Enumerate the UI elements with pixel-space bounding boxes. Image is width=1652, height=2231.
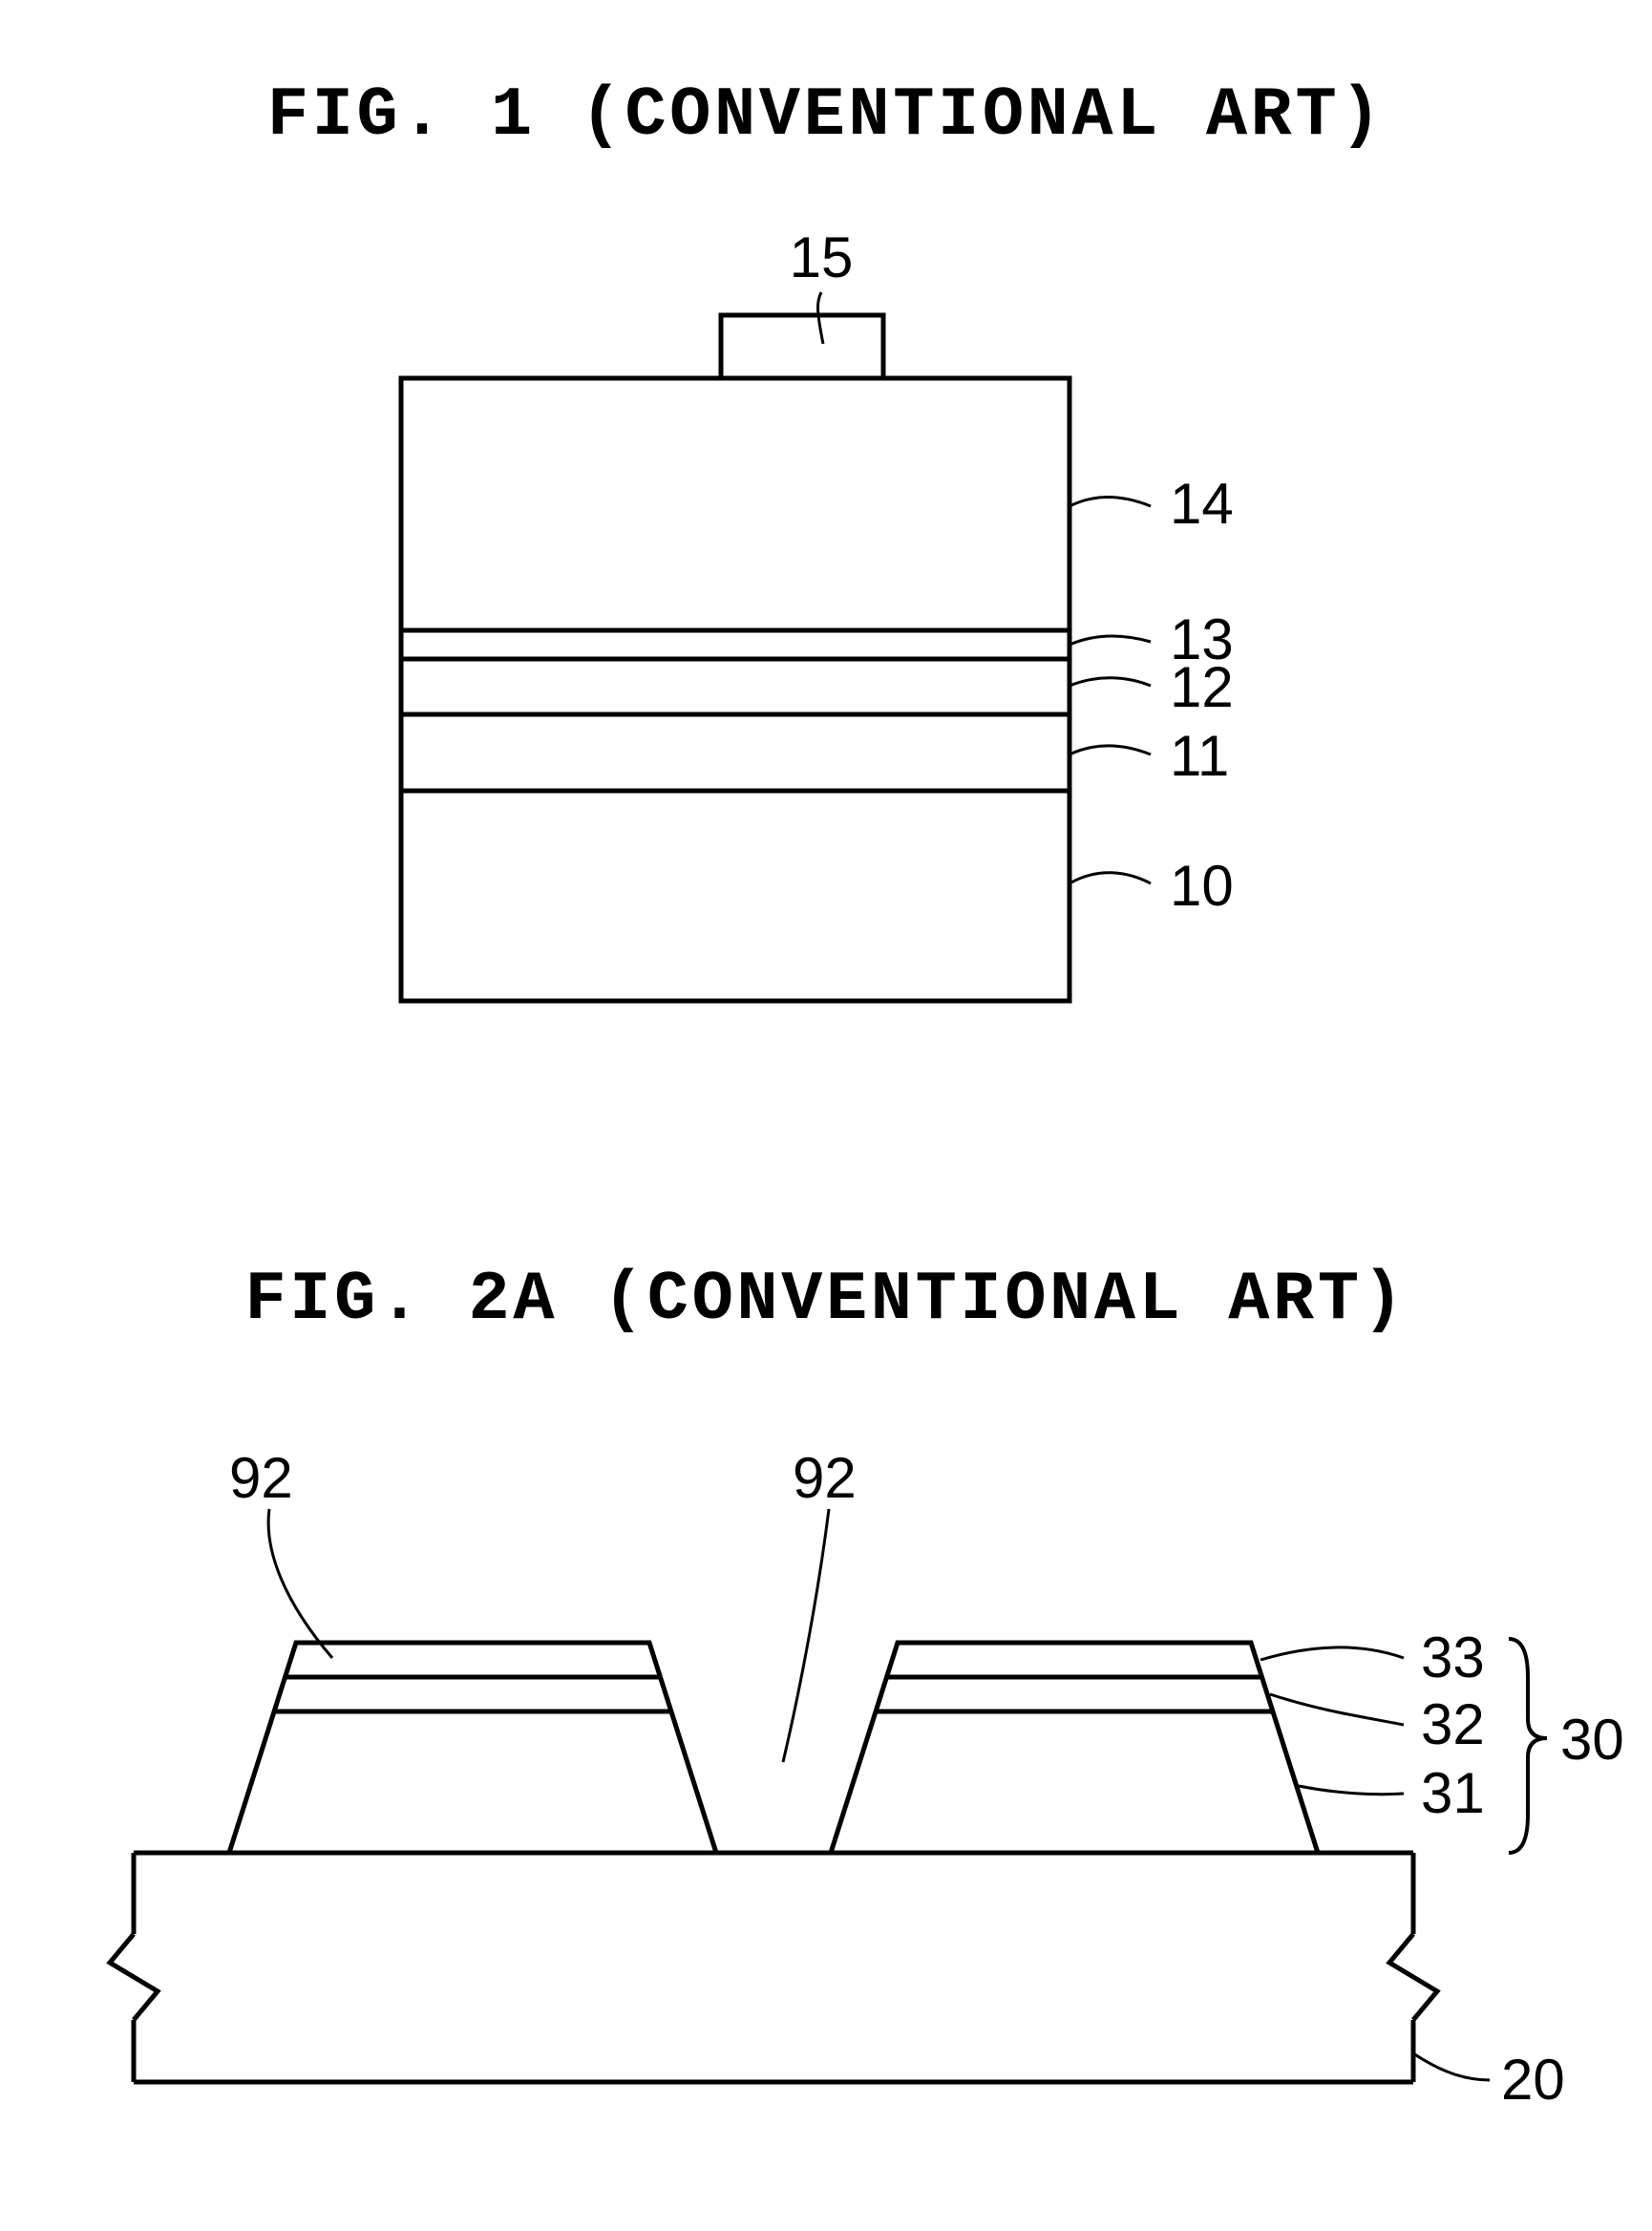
fig2a-label-33: 33 <box>1421 1625 1485 1689</box>
fig2a-label-92-center: 92 <box>793 1446 857 1510</box>
fig2a-leader-92-left <box>268 1509 332 1658</box>
fig1-leader-14 <box>1070 498 1151 506</box>
fig1-layer-14 <box>401 378 1070 630</box>
fig2a-brace-30 <box>1509 1639 1547 1853</box>
fig1-label-14: 14 <box>1170 472 1234 536</box>
fig2a-leader-32 <box>1270 1694 1404 1725</box>
fig2a-label-92-left: 92 <box>229 1446 293 1510</box>
fig2a-label-31: 31 <box>1421 1761 1485 1825</box>
fig1-layer-15 <box>721 315 883 378</box>
fig1-layer-11 <box>401 714 1070 791</box>
fig1-label-15: 15 <box>790 225 854 289</box>
fig2a-stack-right <box>831 1643 1318 1853</box>
fig1-layer-12 <box>401 659 1070 714</box>
fig2a-title: FIG. 2A (CONVENTIONAL ART) <box>245 1261 1408 1339</box>
fig1-leader-11 <box>1070 746 1151 754</box>
fig1-label-11: 11 <box>1170 724 1229 788</box>
fig1-title: FIG. 1 (CONVENTIONAL ART) <box>267 76 1385 155</box>
fig2a-label-32: 32 <box>1421 1692 1485 1756</box>
figure-canvas: FIG. 1 (CONVENTIONAL ART) 15 14 13 12 11… <box>0 0 1652 2231</box>
fig2a-label-20: 20 <box>1501 2048 1565 2112</box>
fig2a-substrate-20 <box>110 1853 1437 2082</box>
fig1-layer-13 <box>401 630 1070 659</box>
fig2a-label-30: 30 <box>1560 1708 1624 1772</box>
fig1-leader-10 <box>1070 873 1151 883</box>
fig1-leader-12 <box>1070 678 1151 686</box>
fig1-label-10: 10 <box>1170 854 1234 918</box>
fig1-leader-13 <box>1070 636 1151 645</box>
fig2a-leader-31 <box>1299 1786 1404 1795</box>
fig2a-stack-left <box>229 1643 716 1853</box>
fig2a-leader-20 <box>1413 2053 1490 2080</box>
fig1-layer-10 <box>401 791 1070 1001</box>
fig2a-leader-33 <box>1260 1647 1404 1660</box>
fig1-label-12: 12 <box>1170 655 1234 719</box>
fig2a-leader-92-center <box>783 1509 829 1762</box>
